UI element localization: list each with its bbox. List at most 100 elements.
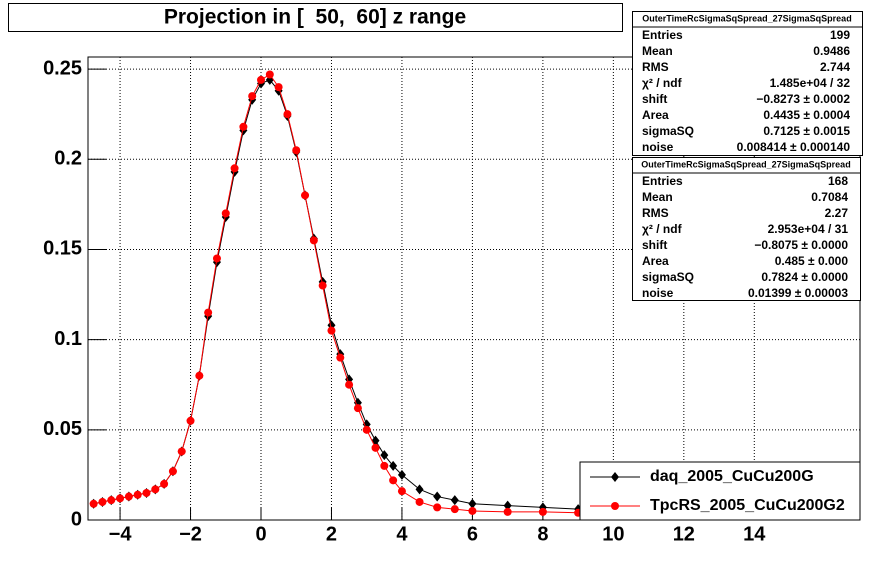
stats-value: 0.01399 ± 0.00003 (748, 286, 848, 300)
data-point (292, 146, 301, 155)
stats-value: 168 (828, 174, 848, 188)
stats-value: 0.7125 ± 0.0015 (763, 124, 850, 138)
stats-value: 0.485 ± 0.000 (775, 254, 849, 268)
data-point (362, 425, 371, 434)
data-point (353, 404, 362, 413)
data-point (116, 494, 125, 503)
data-point (450, 495, 459, 506)
data-point (133, 490, 142, 499)
data-point (151, 485, 160, 494)
x-tick-label: 6 (467, 523, 478, 545)
stats-value: −0.8075 ± 0.0000 (754, 238, 848, 252)
stats-key: χ² / ndf (642, 76, 683, 90)
x-tick-label: 12 (673, 523, 695, 545)
data-point (503, 507, 512, 516)
data-point (160, 479, 169, 488)
stats-key: shift (642, 92, 667, 106)
stats-box (632, 11, 863, 156)
data-point (503, 500, 512, 511)
stats-key: shift (642, 238, 667, 252)
data-point (468, 506, 477, 515)
data-point (415, 484, 424, 495)
stats-title: OuterTimeRcSigmaSqSpread_27SigmaSqSpread (642, 13, 851, 23)
data-point (248, 92, 257, 101)
data-point (468, 498, 477, 509)
legend-box (579, 461, 861, 521)
data-point (380, 450, 389, 461)
title-box (8, 3, 623, 32)
stats-key: Entries (642, 174, 683, 188)
chart-title: Projection in [ 50, 60] z range (164, 6, 466, 29)
data-point (371, 443, 380, 452)
data-point (98, 497, 107, 506)
stats-key: Entries (642, 28, 683, 42)
stats-value: 1.485e+04 / 32 (770, 76, 851, 90)
stats-key: sigmaSQ (642, 124, 694, 138)
data-point (274, 83, 283, 92)
stats-key: Mean (642, 44, 673, 58)
data-point (389, 476, 398, 485)
data-point (212, 254, 221, 263)
stats-value: −0.8273 ± 0.0002 (756, 92, 850, 106)
y-tick-label: 0 (71, 508, 82, 530)
data-point (239, 122, 248, 131)
data-point (186, 416, 195, 425)
x-tick-label: 0 (255, 523, 266, 545)
stats-key: noise (642, 286, 674, 300)
y-tick-label: 0.05 (43, 418, 82, 440)
x-tick-label: 10 (602, 523, 624, 545)
stats-value: 0.9486 (813, 44, 850, 58)
y-tick-label: 0.25 (43, 57, 82, 79)
stats-key: sigmaSQ (642, 270, 694, 284)
data-point (107, 496, 116, 505)
data-point (327, 326, 336, 335)
stats-key: RMS (642, 60, 669, 74)
data-point (415, 497, 424, 506)
data-point (433, 491, 442, 502)
legend-marker (611, 472, 619, 482)
stats-value: 0.7084 (811, 190, 848, 204)
x-tick-label: 4 (396, 523, 408, 545)
data-point (336, 353, 345, 362)
stats-key: Mean (642, 190, 673, 204)
data-point (345, 380, 354, 389)
data-point (195, 371, 204, 380)
x-tick-label: 2 (326, 523, 337, 545)
legend-label: TpcRS_2005_CuCu200G2 (650, 497, 845, 514)
data-point (265, 70, 274, 79)
stats-key: noise (642, 140, 674, 154)
y-tick-label: 0.2 (54, 148, 82, 170)
stats-value: 2.744 (820, 60, 850, 74)
data-point (124, 492, 133, 501)
data-point (142, 488, 151, 497)
data-point (204, 308, 213, 317)
stats-value: 2.27 (825, 206, 849, 220)
stats-key: Area (642, 108, 669, 122)
x-tick-label: −2 (179, 523, 202, 545)
stats-key: Area (642, 254, 669, 268)
data-point (389, 460, 398, 471)
y-tick-label: 0.1 (54, 328, 82, 350)
data-point (301, 191, 310, 200)
data-point (318, 281, 327, 290)
data-point (168, 467, 177, 476)
data-point (230, 164, 239, 173)
stats-value: 0.7824 ± 0.0000 (761, 270, 848, 284)
stats-value: 2.953e+04 / 31 (768, 222, 849, 236)
legend-label: daq_2005_CuCu200G (650, 468, 814, 485)
x-tick-label: −4 (109, 523, 133, 545)
x-tick-label: 14 (743, 523, 766, 545)
legend-marker (611, 502, 619, 510)
data-point (397, 469, 406, 480)
data-point (283, 110, 292, 119)
data-point (538, 507, 547, 516)
data-point (397, 487, 406, 496)
stats-key: χ² / ndf (642, 222, 683, 236)
data-point (380, 461, 389, 470)
data-point (538, 502, 547, 513)
data-point (89, 499, 98, 508)
data-point (309, 236, 318, 245)
stats-value: 0.4435 ± 0.0004 (763, 108, 850, 122)
stats-value: 0.008414 ± 0.000140 (737, 140, 851, 154)
